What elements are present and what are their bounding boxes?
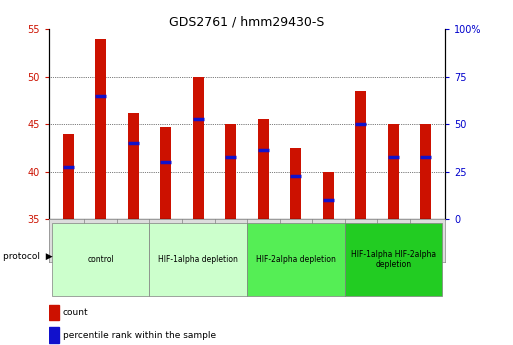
Text: GSM71664: GSM71664 [226,223,235,268]
Bar [192,77,204,219]
Bar [95,39,106,219]
Text: GSM71669: GSM71669 [389,223,398,268]
Text: control: control [87,255,114,264]
FancyBboxPatch shape [345,223,442,296]
Text: GSM71670: GSM71670 [421,223,430,268]
Bar [49,327,58,343]
Text: HIF-2alpha depletion: HIF-2alpha depletion [256,255,336,264]
Bar [225,124,236,219]
Text: GSM71668: GSM71668 [356,223,365,268]
Bar [258,119,269,219]
Title: GDS2761 / hmm29430-S: GDS2761 / hmm29430-S [169,15,325,28]
FancyBboxPatch shape [247,223,345,296]
Bar [160,127,171,219]
Text: GSM71660: GSM71660 [96,223,105,268]
Text: GSM71665: GSM71665 [259,223,268,268]
Bar [420,124,431,219]
Bar [290,148,302,219]
Text: HIF-1alpha depletion: HIF-1alpha depletion [159,255,238,264]
Bar [63,134,74,219]
Text: GSM71661: GSM71661 [129,223,138,268]
FancyBboxPatch shape [149,223,247,296]
Text: GSM71667: GSM71667 [324,223,333,268]
Bar [128,113,139,219]
Text: protocol  ▶: protocol ▶ [3,252,52,261]
Text: count: count [63,308,88,317]
Bar [388,124,399,219]
Text: GSM71659: GSM71659 [64,223,73,268]
Text: GSM71666: GSM71666 [291,223,300,268]
Bar [49,305,58,320]
Bar [323,171,334,219]
Text: percentile rank within the sample: percentile rank within the sample [63,331,216,339]
Text: GSM71663: GSM71663 [194,223,203,268]
Text: HIF-1alpha HIF-2alpha
depletion: HIF-1alpha HIF-2alpha depletion [351,250,436,269]
FancyBboxPatch shape [52,223,149,296]
Bar [355,91,366,219]
Text: GSM71662: GSM71662 [161,223,170,268]
